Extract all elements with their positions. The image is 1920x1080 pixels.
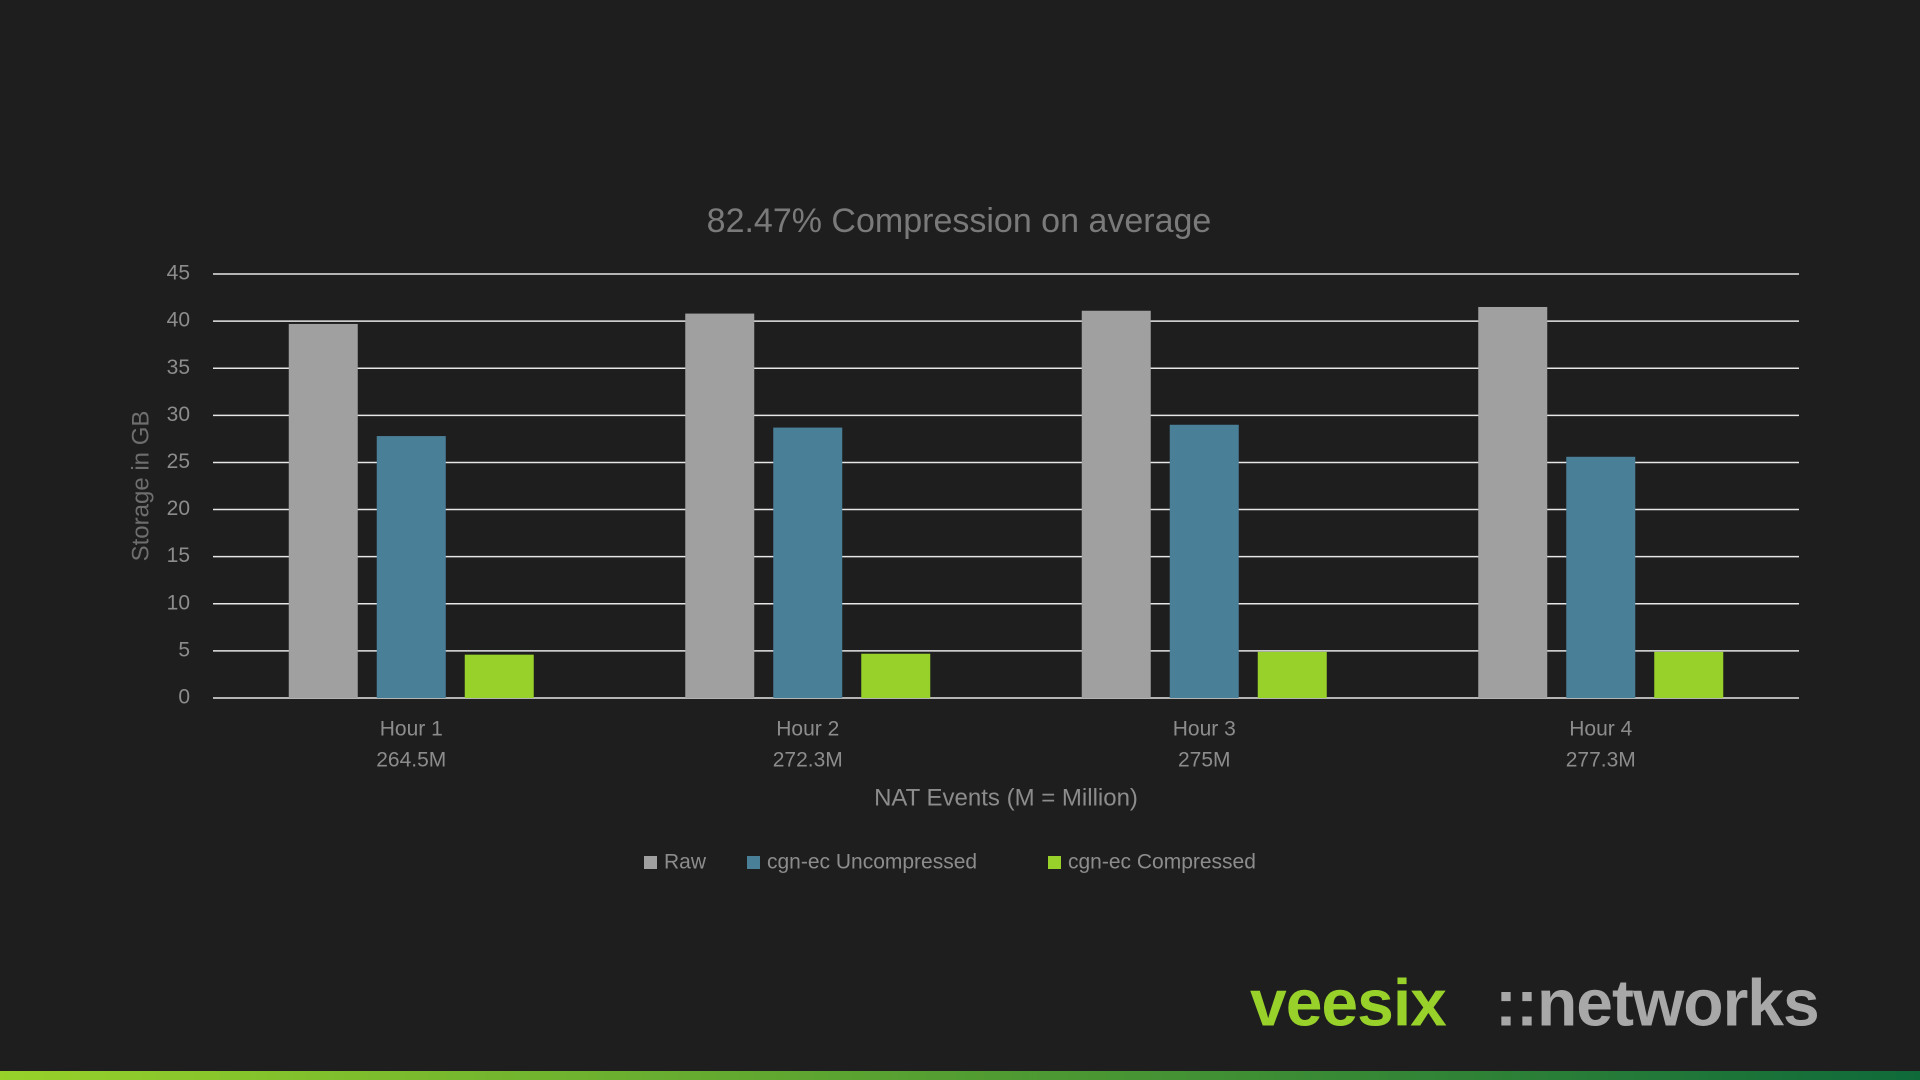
legend-swatch <box>644 856 657 869</box>
y-tick-label: 20 <box>167 497 190 520</box>
bar <box>1169 424 1239 698</box>
bar <box>685 313 755 698</box>
bar <box>1566 456 1636 698</box>
y-tick-label: 5 <box>178 638 190 661</box>
footer-bar <box>0 1071 1920 1080</box>
bar <box>288 323 358 698</box>
y-tick-label: 25 <box>167 450 190 473</box>
x-tick-label: Hour 2 <box>776 718 839 741</box>
logo-right: ::networks <box>1495 965 1819 1039</box>
x-tick-label: 264.5M <box>376 749 446 772</box>
bar <box>1081 310 1151 698</box>
logo-left: veesix <box>1250 965 1447 1039</box>
legend-label: cgn-ec Uncompressed <box>767 851 977 874</box>
y-axis-title: Storage in GB <box>127 411 154 562</box>
x-axis-title: NAT Events (M = Million) <box>874 784 1138 811</box>
bar <box>1478 306 1548 698</box>
x-tick-label: 272.3M <box>773 749 843 772</box>
bar <box>376 436 446 698</box>
legend-label: Raw <box>664 851 707 874</box>
y-tick-label: 40 <box>167 309 190 332</box>
bar <box>1257 651 1327 698</box>
bar <box>773 427 843 698</box>
y-tick-label: 30 <box>167 403 190 426</box>
bar <box>464 654 534 698</box>
legend-swatch <box>1048 856 1061 869</box>
x-tick-label: 275M <box>1178 749 1231 772</box>
y-tick-label: 35 <box>167 356 190 379</box>
x-tick-label: Hour 3 <box>1173 718 1236 741</box>
legend-label: cgn-ec Compressed <box>1068 851 1256 874</box>
y-tick-label: 45 <box>167 262 190 285</box>
y-tick-label: 0 <box>178 686 190 709</box>
x-tick-label: 277.3M <box>1566 749 1636 772</box>
y-tick-label: 10 <box>167 591 190 614</box>
chart-title: 82.47% Compression on average <box>707 202 1212 240</box>
y-tick-label: 15 <box>167 544 190 567</box>
x-tick-label: Hour 4 <box>1569 718 1632 741</box>
legend-swatch <box>747 856 760 869</box>
bar <box>1654 651 1724 698</box>
bar <box>861 653 931 698</box>
x-tick-label: Hour 1 <box>380 718 443 741</box>
